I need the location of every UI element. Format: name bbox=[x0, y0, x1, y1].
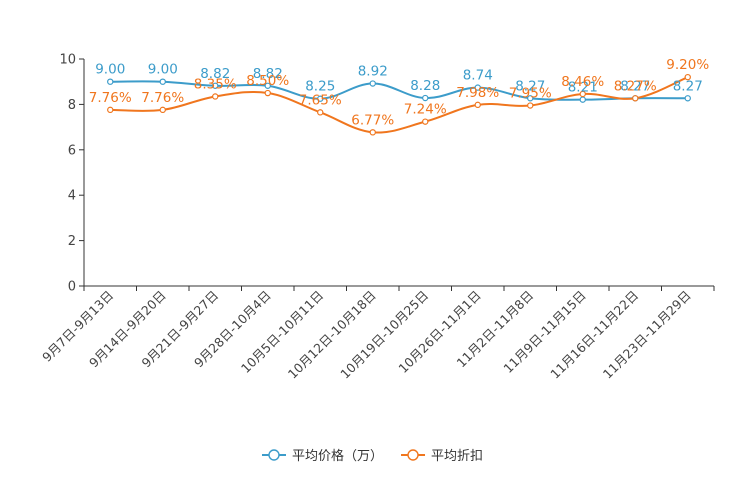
data-label: 6.77% bbox=[351, 112, 394, 128]
y-tick-label: 4 bbox=[68, 189, 76, 204]
series-points-group bbox=[107, 73, 691, 136]
data-label: 7.98% bbox=[456, 85, 499, 101]
legend-marker-icon bbox=[268, 449, 280, 461]
series-line-0 bbox=[110, 80, 688, 101]
data-point[interactable] bbox=[684, 95, 691, 102]
data-label: 9.20% bbox=[666, 57, 709, 73]
series-lines-group bbox=[110, 76, 689, 134]
data-label: 8.82 bbox=[200, 66, 230, 82]
data-label: 8.74 bbox=[463, 68, 493, 84]
data-label: 8.82 bbox=[253, 66, 283, 82]
data-point[interactable] bbox=[107, 78, 114, 85]
y-tick-label: 0 bbox=[68, 280, 76, 295]
legend-item-1[interactable]: 平均折扣 bbox=[401, 449, 483, 464]
y-tick-label: 8 bbox=[68, 98, 76, 113]
data-point[interactable] bbox=[474, 84, 481, 91]
data-point[interactable] bbox=[422, 94, 429, 102]
data-point[interactable] bbox=[159, 106, 166, 114]
data-point[interactable] bbox=[632, 95, 639, 102]
data-label: 8.35% bbox=[194, 76, 237, 92]
data-label: 8.50% bbox=[246, 73, 289, 89]
data-point[interactable] bbox=[212, 82, 219, 89]
data-point[interactable] bbox=[474, 101, 481, 109]
data-point[interactable] bbox=[107, 106, 114, 114]
data-point[interactable] bbox=[317, 95, 324, 102]
data-point[interactable] bbox=[527, 95, 534, 102]
data-point[interactable] bbox=[159, 78, 166, 85]
data-point[interactable] bbox=[579, 90, 586, 98]
legend[interactable]: 平均价格（万） 平均折扣 bbox=[262, 448, 483, 464]
data-label: 8.27 bbox=[620, 78, 650, 94]
y-tick-label: 6 bbox=[68, 143, 76, 158]
data-point[interactable] bbox=[212, 93, 219, 100]
data-label: 7.95% bbox=[509, 86, 552, 102]
data-label: 9.00 bbox=[148, 62, 178, 78]
data-label: 7.65% bbox=[299, 92, 342, 108]
data-label: 8.27 bbox=[515, 78, 545, 94]
data-point[interactable] bbox=[684, 73, 691, 81]
data-point[interactable] bbox=[264, 82, 271, 89]
data-label: 8.27 bbox=[673, 78, 703, 94]
data-point[interactable] bbox=[369, 80, 376, 87]
legend-label: 平均折扣 bbox=[431, 449, 483, 464]
x-tick-label: 11月23日-11月29日 bbox=[600, 288, 694, 382]
data-point[interactable] bbox=[369, 129, 376, 136]
legend-item-0[interactable]: 平均价格（万） bbox=[262, 448, 383, 464]
x-tick-label: 10月12日-10月18日 bbox=[285, 288, 379, 382]
legend-label: 平均价格（万） bbox=[292, 448, 383, 464]
legend-marker-icon bbox=[407, 449, 419, 461]
data-label: 7.24% bbox=[404, 102, 447, 118]
data-label: 8.92 bbox=[358, 64, 388, 80]
data-label: 8.21 bbox=[568, 80, 598, 96]
x-tick-label: 11月16日-11月22日 bbox=[547, 288, 641, 382]
data-label: 8.27% bbox=[614, 78, 657, 94]
data-point[interactable] bbox=[579, 96, 586, 103]
data-point[interactable] bbox=[527, 102, 534, 109]
y-tick-label: 2 bbox=[68, 234, 76, 249]
data-label: 7.76% bbox=[89, 90, 132, 106]
x-tick-label: 10月19日-10月25日 bbox=[337, 288, 431, 382]
data-label: 8.25 bbox=[305, 79, 335, 95]
data-label: 8.46% bbox=[561, 74, 604, 90]
y-tick-label: 10 bbox=[59, 53, 76, 68]
series-labels-group: 9.00 9.00 8.82 8.82 8.25 8.92 8.28 8.74 8.27 8.21… bbox=[89, 57, 710, 128]
data-point[interactable] bbox=[317, 109, 324, 116]
data-label: 8.28 bbox=[410, 78, 440, 94]
series-line-1 bbox=[110, 76, 689, 134]
data-point[interactable] bbox=[422, 118, 429, 125]
data-label: 9.00 bbox=[95, 62, 125, 78]
data-point[interactable] bbox=[264, 89, 271, 97]
data-label: 7.76% bbox=[141, 90, 184, 106]
